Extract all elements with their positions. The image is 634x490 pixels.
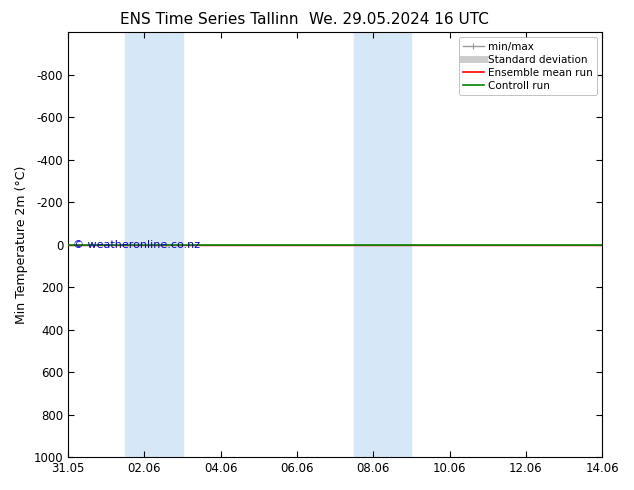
Bar	[126, 32, 183, 457]
Text: ENS Time Series Tallinn: ENS Time Series Tallinn	[120, 12, 299, 27]
Bar	[354, 32, 411, 457]
Legend: min/max, Standard deviation, Ensemble mean run, Controll run: min/max, Standard deviation, Ensemble me…	[459, 37, 597, 95]
Text: © weatheronline.co.nz: © weatheronline.co.nz	[74, 240, 200, 249]
Y-axis label: Min Temperature 2m (°C): Min Temperature 2m (°C)	[15, 166, 28, 324]
Text: We. 29.05.2024 16 UTC: We. 29.05.2024 16 UTC	[309, 12, 489, 27]
